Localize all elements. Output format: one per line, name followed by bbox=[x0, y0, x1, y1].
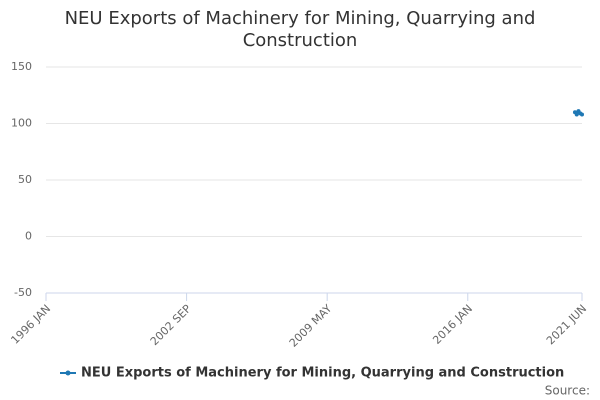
legend-label: NEU Exports of Machinery for Mining, Qua… bbox=[81, 366, 564, 381]
x-tick-label: 2002 SEP bbox=[148, 302, 194, 348]
y-tick-label: 150 bbox=[11, 60, 32, 73]
x-tick-label: 2021 JUN bbox=[544, 302, 589, 347]
x-tick-label: 1996 JAN bbox=[8, 302, 53, 347]
y-tick-label: 0 bbox=[25, 230, 32, 243]
legend-marker bbox=[65, 370, 71, 376]
point bbox=[580, 112, 584, 117]
x-tick-label: 2016 JAN bbox=[430, 302, 475, 347]
source-label: Source: bbox=[545, 384, 590, 398]
x-tick-label: 2009 MAY bbox=[287, 302, 335, 350]
y-tick-label: 100 bbox=[11, 117, 32, 130]
point bbox=[574, 112, 579, 117]
chart-title: NEU Exports of Machinery for Mining, Qua… bbox=[64, 8, 536, 51]
y-tick-label: 50 bbox=[18, 173, 32, 186]
y-tick-label: -50 bbox=[14, 286, 32, 299]
